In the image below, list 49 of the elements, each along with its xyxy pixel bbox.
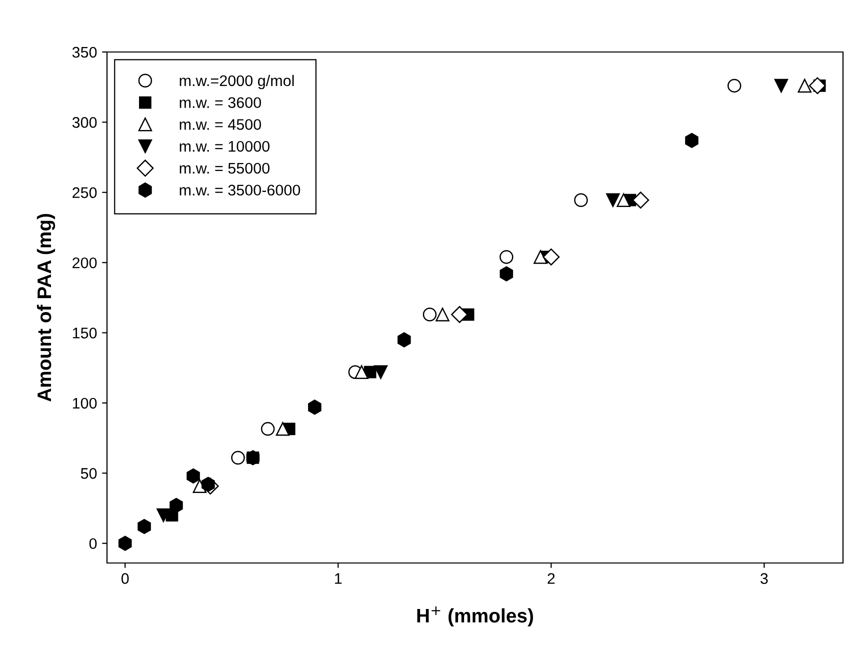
point bbox=[798, 78, 812, 93]
y-tick-label: 300 bbox=[72, 117, 97, 128]
point bbox=[118, 536, 132, 551]
point bbox=[534, 250, 548, 264]
point bbox=[574, 193, 588, 207]
y-tick-label: 50 bbox=[80, 468, 97, 479]
legend-label: m.w.=2000 g/mol bbox=[180, 74, 294, 90]
point bbox=[308, 400, 322, 415]
point bbox=[727, 78, 742, 93]
legend-label: m.w. = 3500-6000 bbox=[180, 184, 300, 196]
x-tick-label: 0 bbox=[121, 573, 129, 584]
y-tick-label: 200 bbox=[72, 257, 97, 268]
point bbox=[685, 132, 698, 148]
legend-label: m.w. = 10000 bbox=[180, 140, 270, 152]
y-axis-title: Amount of PAA (mg) bbox=[36, 214, 56, 402]
legend-label: m.w. = 3600 bbox=[180, 97, 262, 108]
point bbox=[422, 308, 437, 322]
point bbox=[616, 193, 630, 207]
point bbox=[186, 468, 200, 484]
y-tick-label: 350 bbox=[72, 46, 97, 58]
point bbox=[774, 78, 788, 93]
point bbox=[808, 77, 826, 94]
point bbox=[260, 422, 275, 436]
point bbox=[156, 508, 170, 522]
point bbox=[606, 193, 620, 207]
point bbox=[451, 306, 468, 323]
point bbox=[354, 365, 368, 379]
point bbox=[170, 498, 183, 514]
point bbox=[500, 250, 514, 264]
y-tick-label: 100 bbox=[72, 398, 97, 409]
point bbox=[192, 479, 207, 493]
y-tick-label: 150 bbox=[72, 328, 97, 338]
point bbox=[138, 518, 151, 534]
y-tick-label: 0 bbox=[89, 538, 97, 550]
point bbox=[202, 476, 215, 492]
point bbox=[500, 266, 514, 282]
x-tick-label: 1 bbox=[335, 573, 342, 584]
point bbox=[276, 422, 290, 436]
y-tick-label: 250 bbox=[72, 187, 97, 198]
point bbox=[436, 308, 450, 322]
legend-label: m.w. = 4500 bbox=[180, 119, 262, 130]
x-tick-label: 3 bbox=[760, 573, 768, 584]
point bbox=[374, 365, 388, 379]
point bbox=[231, 450, 245, 465]
x-tick-label: 2 bbox=[548, 573, 555, 584]
point bbox=[398, 332, 411, 348]
point bbox=[542, 248, 560, 266]
x-axis-title: H$^{+}$ (mmoles) bbox=[417, 606, 534, 626]
legend-label: m.w. = 55000 bbox=[180, 162, 270, 174]
